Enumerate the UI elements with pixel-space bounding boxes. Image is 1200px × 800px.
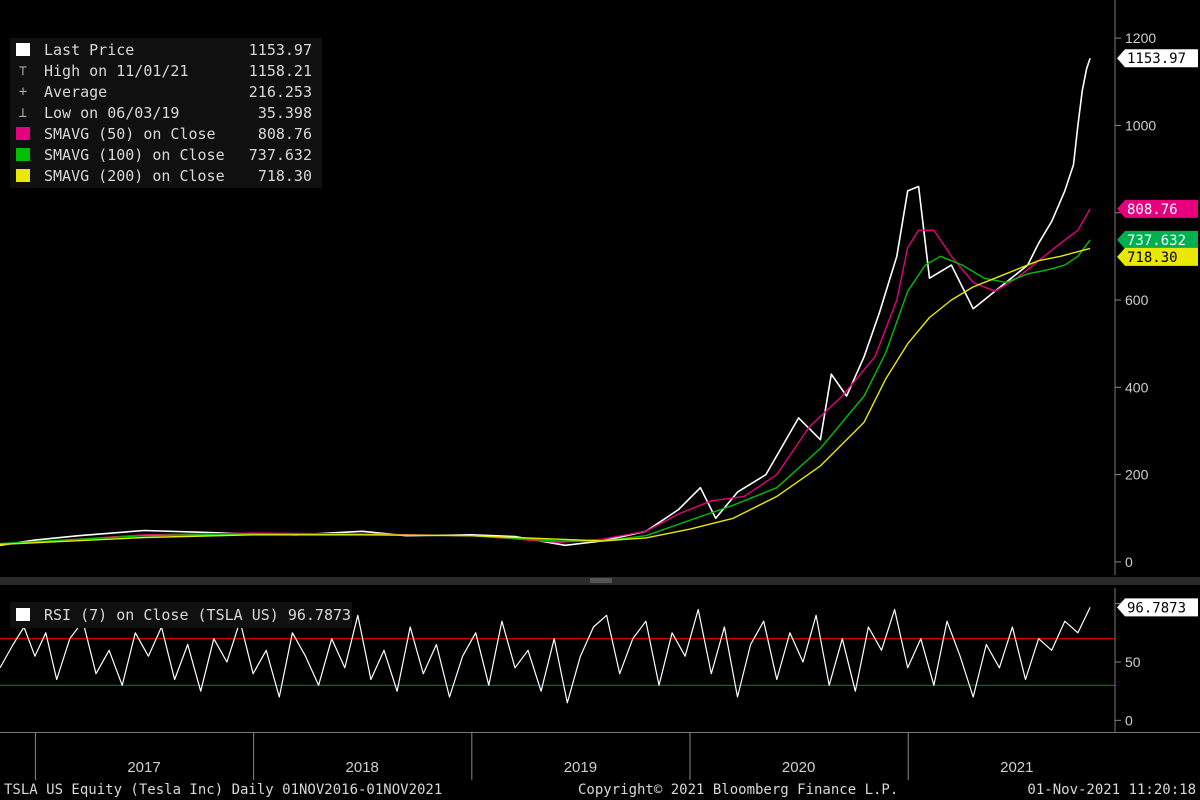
x-tick-label: 2021 (1000, 759, 1033, 776)
legend-value: 808.76 (257, 125, 312, 143)
price-rsi-chart: 0200400600800100012000501002017201820192… (0, 0, 1200, 780)
legend-label: Low on 06/03/19 (44, 104, 180, 122)
price-y-tick-label: 1200 (1125, 30, 1156, 46)
footer-timestamp: 01-Nov-2021 11:20:18 (1027, 782, 1196, 798)
high-marker-icon: ⊤ (18, 63, 28, 79)
legend-smavg-100: SMAVG (100) on Close 737.632 (16, 145, 316, 165)
legend-label: RSI (7) on Close (TSLA US) 96.7873 (44, 606, 352, 624)
price-value-label-box (1117, 199, 1198, 218)
price-y-tick-label: 1000 (1125, 117, 1156, 133)
rsi-legend: RSI (7) on Close (TSLA US) 96.7873 (10, 602, 352, 628)
rsi-value-label-text: 96.7873 (1127, 600, 1186, 616)
legend-value: 1153.97 (248, 41, 312, 59)
rsi-y-tick-label: 50 (1125, 654, 1141, 670)
legend-swatch-smavg-100 (16, 148, 30, 161)
legend-swatch-rsi (16, 608, 30, 621)
panel-divider-handle (590, 578, 612, 583)
legend-value: 1158.21 (248, 62, 312, 80)
low-marker-icon: ⊥ (18, 105, 28, 121)
x-tick-label: 2018 (346, 759, 379, 776)
price-value-label-text: 1153.97 (1127, 51, 1186, 67)
footer: TSLA US Equity (Tesla Inc) Daily 01NOV20… (0, 780, 1200, 800)
legend-last-price: Last Price 1153.97 (16, 40, 316, 60)
rsi-value-label-box (1117, 598, 1198, 617)
price-value-label-box (1117, 230, 1198, 249)
legend-label: SMAVG (50) on Close (44, 125, 216, 143)
series-rsi (0, 607, 1091, 704)
legend-low: ⊥ Low on 06/03/19 35.398 (16, 103, 316, 123)
x-tick-label: 2017 (127, 759, 160, 776)
series-smavg-100- (0, 239, 1091, 545)
x-tick-label: 2019 (564, 759, 597, 776)
legend-label: Last Price (44, 41, 135, 59)
price-value-label-box (1117, 247, 1198, 266)
axes: 0200400600800100012000501002017201820192… (0, 0, 1200, 780)
legend-swatch-smavg-200 (16, 169, 30, 182)
legend-label: High on 11/01/21 (44, 62, 189, 80)
price-value-label: 1153.97 (1117, 49, 1198, 68)
price-value-label: 737.632 (1117, 230, 1198, 249)
legend-smavg-50: SMAVG (50) on Close 808.76 (16, 124, 316, 144)
rsi-panel (0, 607, 1115, 704)
price-value-label: 808.76 (1117, 199, 1198, 218)
legend-value: 35.398 (257, 104, 312, 122)
legend-swatch-smavg-50 (16, 127, 30, 140)
price-y-tick-label: 200 (1125, 467, 1149, 483)
rsi-y-tick-label: 0 (1125, 712, 1133, 728)
price-value-label: 718.30 (1117, 247, 1198, 266)
price-y-tick-label: 400 (1125, 379, 1149, 395)
legend-label: SMAVG (200) on Close (44, 167, 225, 185)
price-legend: Last Price 1153.97 ⊤ High on 11/01/21 11… (10, 38, 322, 188)
price-y-tick-label: 600 (1125, 292, 1149, 308)
price-y-tick-label: 0 (1125, 554, 1133, 570)
legend-smavg-200: SMAVG (200) on Close 718.30 (16, 166, 316, 186)
price-value-label-text: 808.76 (1127, 202, 1178, 218)
series-last-price (0, 57, 1091, 547)
x-tick-label: 2020 (782, 759, 815, 776)
price-value-label-text: 718.30 (1127, 250, 1178, 266)
price-panel (0, 57, 1091, 547)
legend-label: Average (44, 83, 108, 101)
legend-value: 216.253 (248, 83, 312, 101)
legend-average: + Average 216.253 (16, 82, 316, 102)
legend-value: 718.30 (257, 167, 312, 185)
legend-high: ⊤ High on 11/01/21 1158.21 (16, 61, 316, 81)
legend-swatch-last-price (16, 43, 30, 56)
footer-copyright: Copyright© 2021 Bloomberg Finance L.P. (578, 782, 899, 798)
footer-security: TSLA US Equity (Tesla Inc) Daily 01NOV20… (4, 782, 443, 798)
rsi-value-label: 96.7873 (1117, 598, 1198, 617)
average-marker-icon: + (18, 84, 28, 100)
legend-label: SMAVG (100) on Close (44, 146, 225, 164)
price-value-label-box (1117, 49, 1198, 68)
price-value-label-text: 737.632 (1127, 233, 1186, 249)
series-smavg-200- (0, 247, 1091, 546)
legend-rsi: RSI (7) on Close (TSLA US) 96.7873 (16, 605, 351, 625)
legend-value: 737.632 (248, 146, 312, 164)
